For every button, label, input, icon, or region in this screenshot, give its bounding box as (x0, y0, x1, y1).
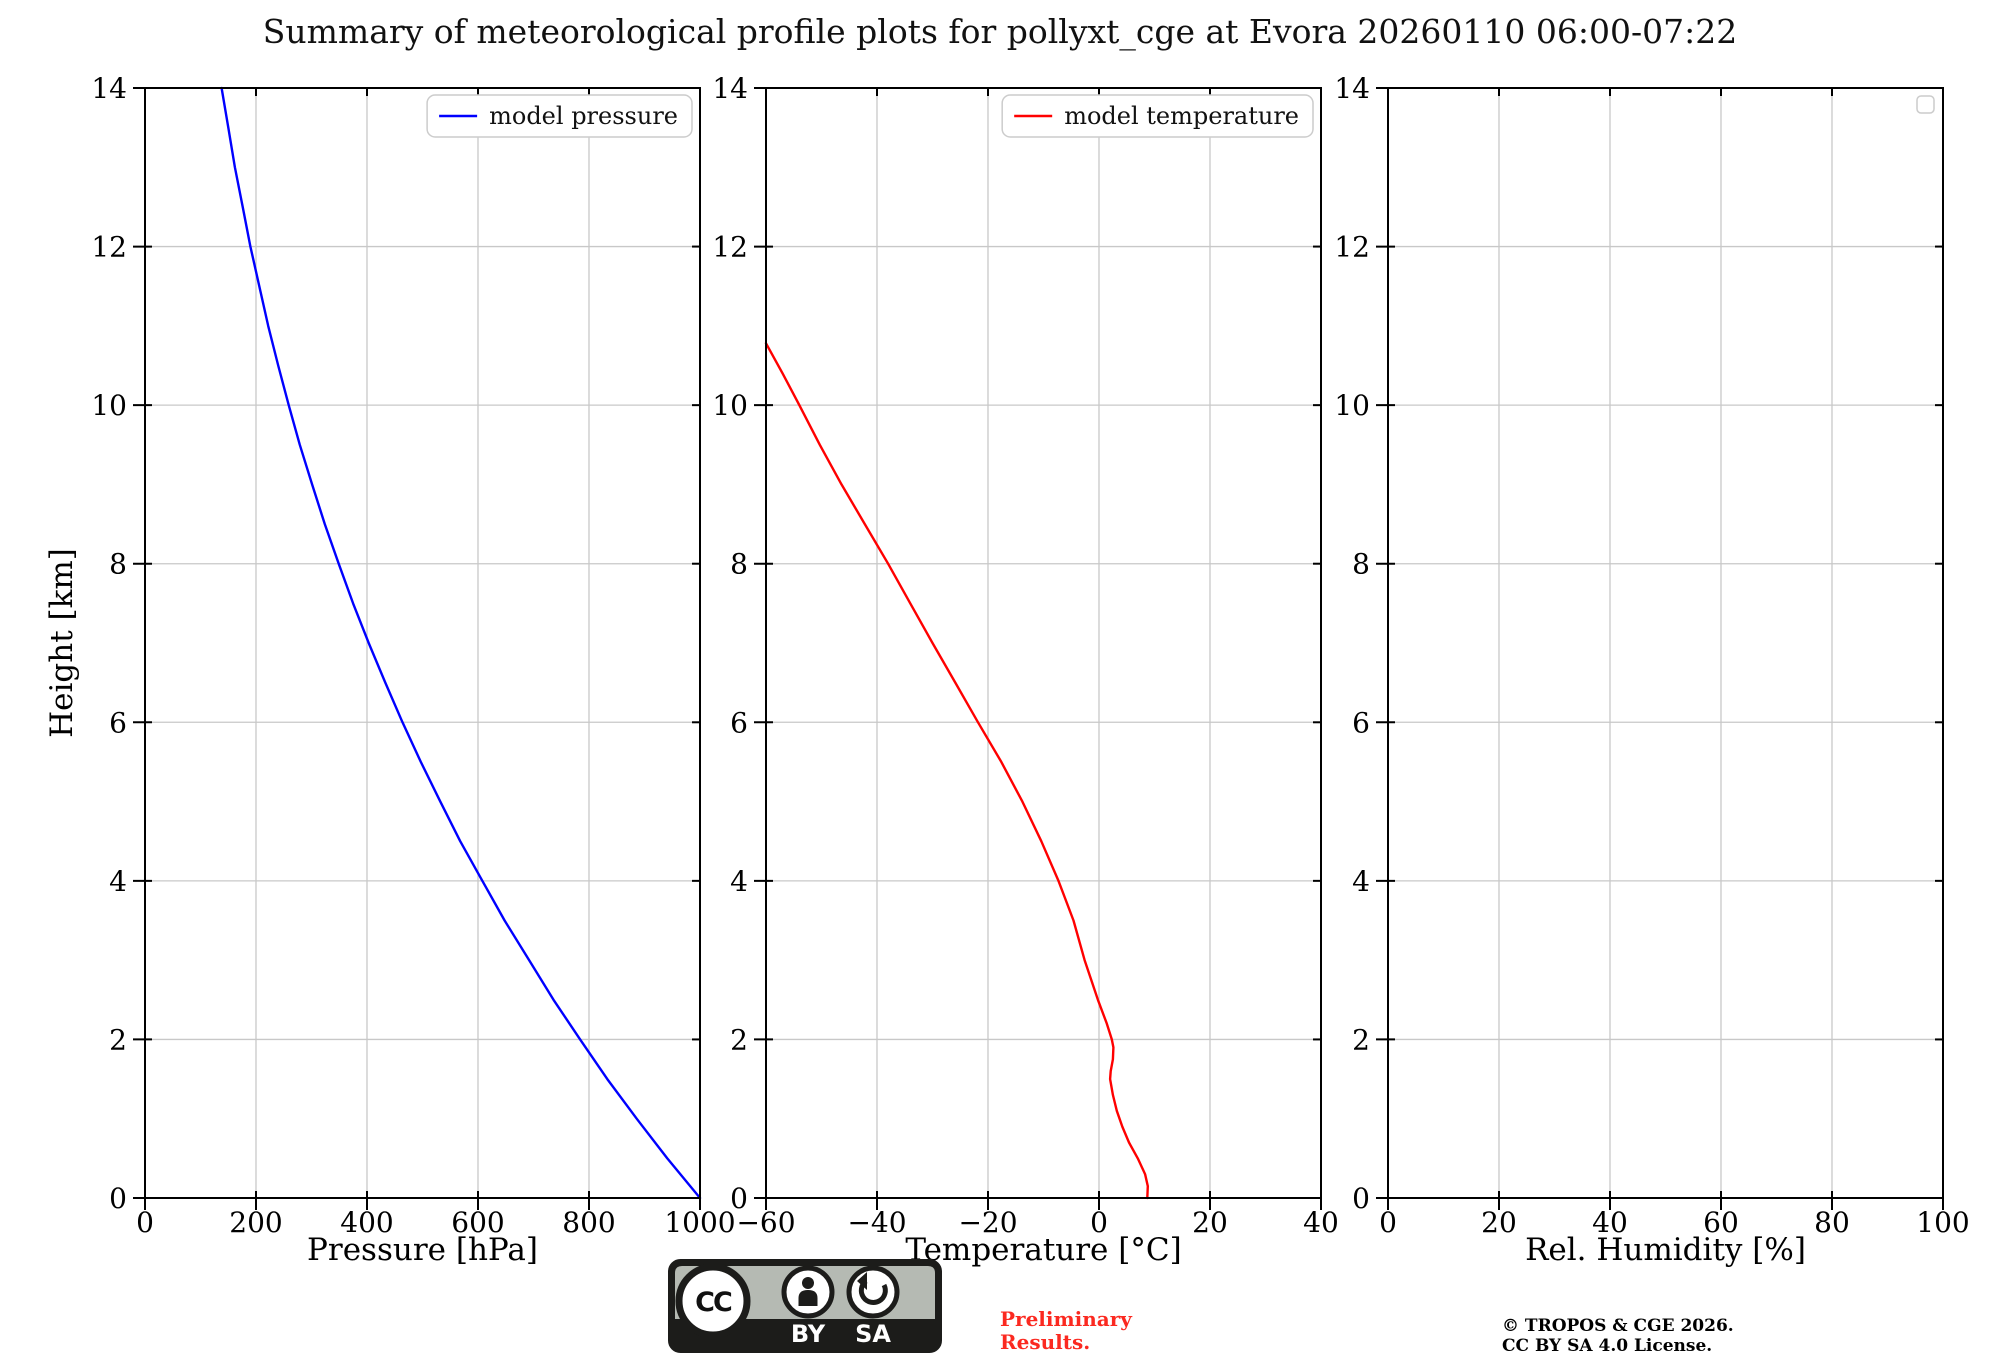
cc-icon: CC (675, 1263, 751, 1339)
pressure-profile-ytick: 6 (109, 706, 127, 739)
by-icon (781, 1265, 835, 1319)
temperature-profile-legend-box (1001, 94, 1314, 138)
humidity-profile-xtick: 20 (1481, 1206, 1517, 1239)
humidity-profile-ytick: 0 (1352, 1182, 1370, 1215)
humidity-profile-ytick: 8 (1352, 548, 1370, 581)
temperature-profile-ytick: 14 (712, 72, 748, 105)
pressure-profile-xtick: 400 (340, 1206, 393, 1239)
temperature-profile-xtick: 20 (1192, 1206, 1228, 1239)
temperature-profile-ytick: 8 (730, 548, 748, 581)
humidity-profile-ytick: 10 (1334, 389, 1370, 422)
pressure-profile: 0 200 400 600 800 1000 0 2 4 6 8 10 12 14 Pressure [hP… (44, 72, 736, 1268)
humidity-profile-ytick: 2 (1352, 1023, 1370, 1056)
temperature-profile-ytick: 12 (712, 231, 748, 264)
pressure-profile-xtick: 1000 (664, 1206, 735, 1239)
sa-icon (846, 1265, 900, 1319)
temperature-profile-ytick: 0 (730, 1182, 748, 1215)
pressure-profile-xtick: 200 (229, 1206, 282, 1239)
humidity-profile-xtick: 80 (1814, 1206, 1850, 1239)
humidity-profile-ytick: 14 (1334, 72, 1370, 105)
humidity-profile-xtick: 100 (1916, 1206, 1969, 1239)
temperature-profile: −60 −40 −20 0 20 40 0 2 4 6 8 10 12 14 Temperature [°C… (712, 72, 1338, 1268)
pressure-profile-xlabel: Pressure [hPa] (307, 1232, 538, 1268)
humidity-profile-legend-box-empty (1916, 95, 1935, 114)
pressure-profile-xtick: 0 (136, 1206, 154, 1239)
pressure-profile-ytick: 0 (109, 1182, 127, 1215)
temperature-profile-ytick: 4 (730, 865, 748, 898)
temperature-profile-ytick: 10 (712, 389, 748, 422)
pressure-profile-ytick: 14 (91, 72, 127, 105)
copyright-note: © TROPOS & CGE 2026. CC BY SA 4.0 Licens… (1502, 1316, 1734, 1357)
humidity-profile-xtick: 40 (1592, 1206, 1628, 1239)
humidity-profile: 0 20 40 60 80 100 0 2 4 6 8 10 12 14 Rel. Humidity [%] (1334, 72, 1969, 1268)
cc-by-sa-badge-graphic: CC BY SA (668, 1259, 942, 1353)
cc-letters: CC (695, 1287, 732, 1318)
temperature-profile-xlabel: Temperature [°C] (905, 1232, 1181, 1268)
sa-label: SA (855, 1320, 891, 1348)
by-label: BY (791, 1320, 826, 1348)
pressure-profile-legend-label: model pressure (489, 102, 678, 130)
temperature-profile-ytick: 2 (730, 1023, 748, 1056)
temperature-profile-xtick: 0 (1090, 1206, 1108, 1239)
pressure-profile-ytick: 2 (109, 1023, 127, 1056)
pressure-profile-line (220, 86, 702, 1200)
temperature-profile-xtick: −20 (958, 1206, 1017, 1239)
pressure-profile-ytick: 4 (109, 865, 127, 898)
pressure-profile-xtick: 600 (451, 1206, 504, 1239)
humidity-profile-xtick: 60 (1703, 1206, 1739, 1239)
temperature-profile-xtick: −40 (847, 1206, 906, 1239)
temperature-profile-xtick: −60 (736, 1206, 795, 1239)
pressure-profile-xtick: 800 (562, 1206, 615, 1239)
humidity-profile-ytick: 12 (1334, 231, 1370, 264)
pressure-profile-ytick: 10 (91, 389, 127, 422)
cc-license-badge: CC BY SA (668, 1259, 942, 1353)
temperature-profile-legend-label: model temperature (1064, 102, 1299, 130)
pressure-profile-ylabel: Height [km] (44, 548, 80, 738)
temperature-profile-ytick: 6 (730, 706, 748, 739)
temperature-profile-line (764, 342, 1150, 1200)
pressure-profile-ytick: 8 (109, 548, 127, 581)
humidity-profile-ytick: 4 (1352, 865, 1370, 898)
figure-title: Summary of meteorological profile plots … (262, 12, 1738, 51)
temperature-profile-xtick: 40 (1303, 1206, 1339, 1239)
humidity-profile-ytick: 6 (1352, 706, 1370, 739)
pressure-profile-ytick: 12 (91, 231, 127, 264)
humidity-profile-xlabel: Rel. Humidity [%] (1525, 1232, 1806, 1268)
pressure-profile-legend-box (426, 94, 693, 138)
humidity-profile-xtick: 0 (1379, 1206, 1397, 1239)
preliminary-results-note: Preliminary Results. (1000, 1307, 1132, 1354)
